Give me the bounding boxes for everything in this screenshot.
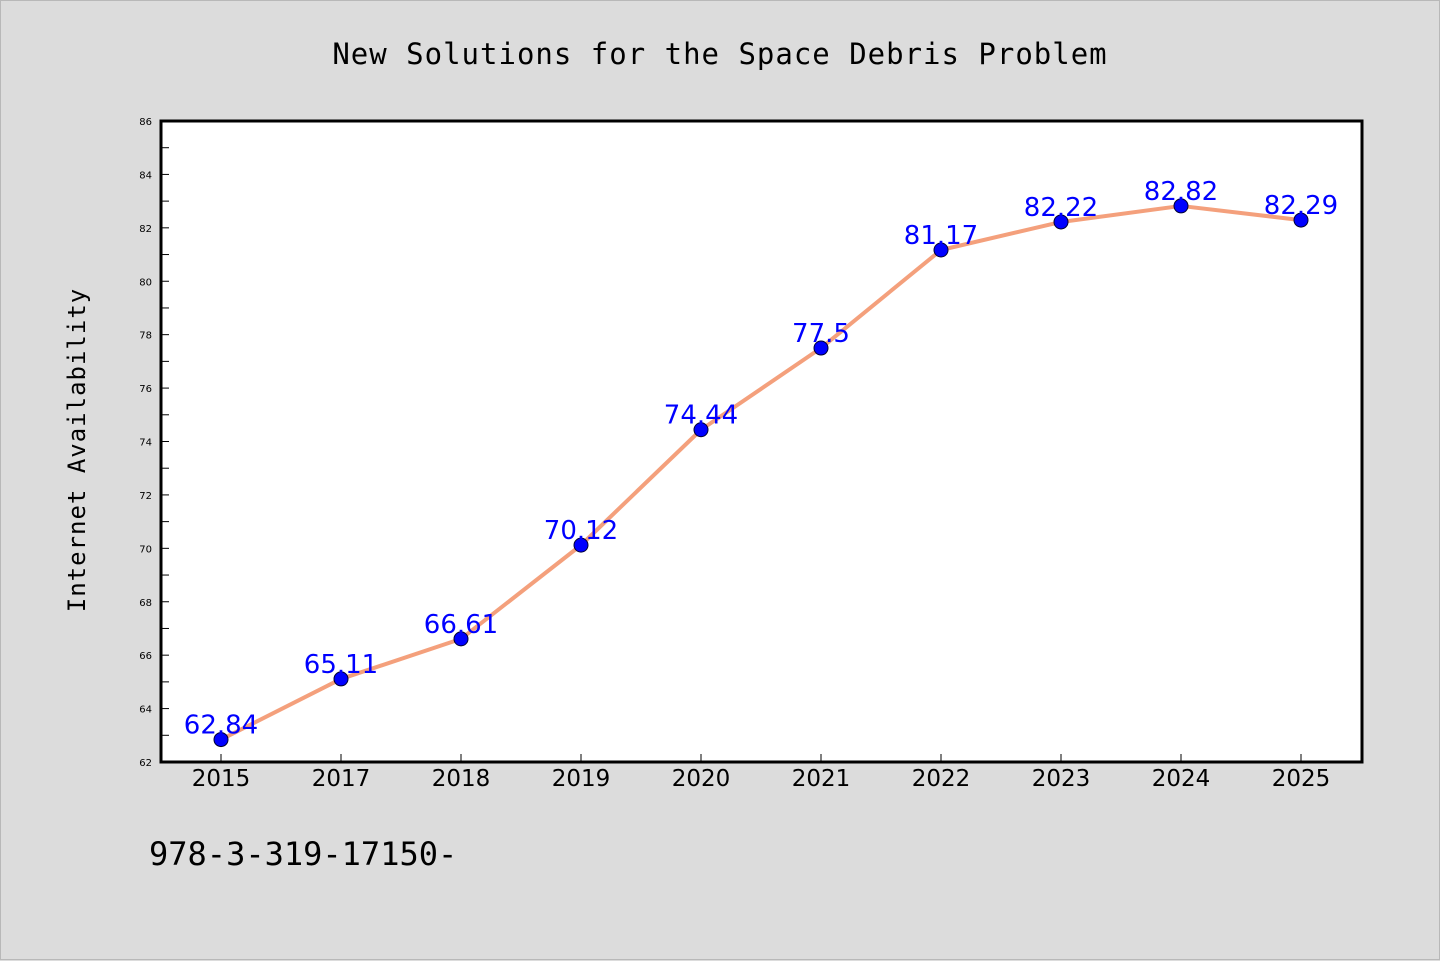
data-point-label: 82.29 bbox=[1264, 191, 1338, 221]
y-tick-label: 68 bbox=[139, 598, 152, 609]
y-tick-label: 84 bbox=[139, 170, 152, 181]
data-point-marker bbox=[693, 422, 709, 438]
y-tick-label: 78 bbox=[139, 331, 152, 342]
plot-border bbox=[159, 119, 1364, 764]
series-line bbox=[219, 203, 1303, 742]
y-tick-label: 62 bbox=[139, 758, 152, 769]
x-tick-label: 2019 bbox=[552, 766, 611, 792]
y-tick-label: 70 bbox=[139, 544, 152, 555]
chart-title: New Solutions for the Space Debris Probl… bbox=[332, 37, 1107, 71]
data-point-label: 66.61 bbox=[424, 610, 498, 640]
data-point-marker bbox=[453, 631, 469, 647]
data-point-label: 77.5 bbox=[792, 319, 850, 349]
y-tick-label: 76 bbox=[139, 384, 152, 395]
y-tick-label: 72 bbox=[139, 491, 152, 502]
data-point-marker bbox=[213, 732, 229, 748]
x-tick-label: 2022 bbox=[912, 766, 971, 792]
y-tick-label: 82 bbox=[139, 224, 152, 235]
y-axis-label: Internet Availability bbox=[63, 288, 91, 612]
data-point-marker bbox=[1053, 214, 1069, 230]
footer-isbn-text: 978-3-319-17150- bbox=[149, 835, 457, 873]
data-point-marker bbox=[333, 671, 349, 687]
y-tick-label: 80 bbox=[139, 277, 152, 288]
series-line-group: 62.84 65.11 66.61 70.12 74.44 77.5 81.17 82.22 8… bbox=[184, 177, 1338, 748]
x-tick-label: 2021 bbox=[792, 766, 851, 792]
x-tick-label: 2015 bbox=[192, 766, 251, 792]
x-tick-label: 2017 bbox=[312, 766, 371, 792]
data-point-label: 74.44 bbox=[664, 401, 738, 431]
data-point-marker bbox=[1293, 212, 1309, 228]
y-tick-label: 86 bbox=[139, 117, 152, 128]
y-tick-label: 74 bbox=[139, 438, 152, 449]
data-point-label: 62.84 bbox=[184, 711, 258, 741]
data-point-marker bbox=[813, 340, 829, 356]
x-tick-label: 2018 bbox=[432, 766, 491, 792]
y-tick-label: 66 bbox=[139, 651, 152, 662]
y-tick-label: 64 bbox=[139, 705, 152, 716]
data-point-marker bbox=[933, 242, 949, 258]
data-point-label: 82.22 bbox=[1024, 193, 1098, 223]
data-point-label: 82.82 bbox=[1144, 177, 1218, 207]
x-axis: 2015 2017 2018 2019 2020 2021 2022 2023 2024 2025 bbox=[192, 754, 1331, 792]
x-tick-label: 2025 bbox=[1272, 766, 1331, 792]
data-point-label: 81.17 bbox=[904, 221, 978, 251]
data-point-label: 70.12 bbox=[544, 516, 618, 546]
data-point-label: 65.11 bbox=[304, 650, 378, 680]
data-point-marker bbox=[1173, 198, 1189, 214]
x-tick-label: 2024 bbox=[1152, 766, 1211, 792]
plot-area bbox=[161, 121, 1362, 762]
x-tick-label: 2020 bbox=[672, 766, 731, 792]
data-point-marker bbox=[573, 537, 589, 553]
x-tick-label: 2023 bbox=[1032, 766, 1091, 792]
